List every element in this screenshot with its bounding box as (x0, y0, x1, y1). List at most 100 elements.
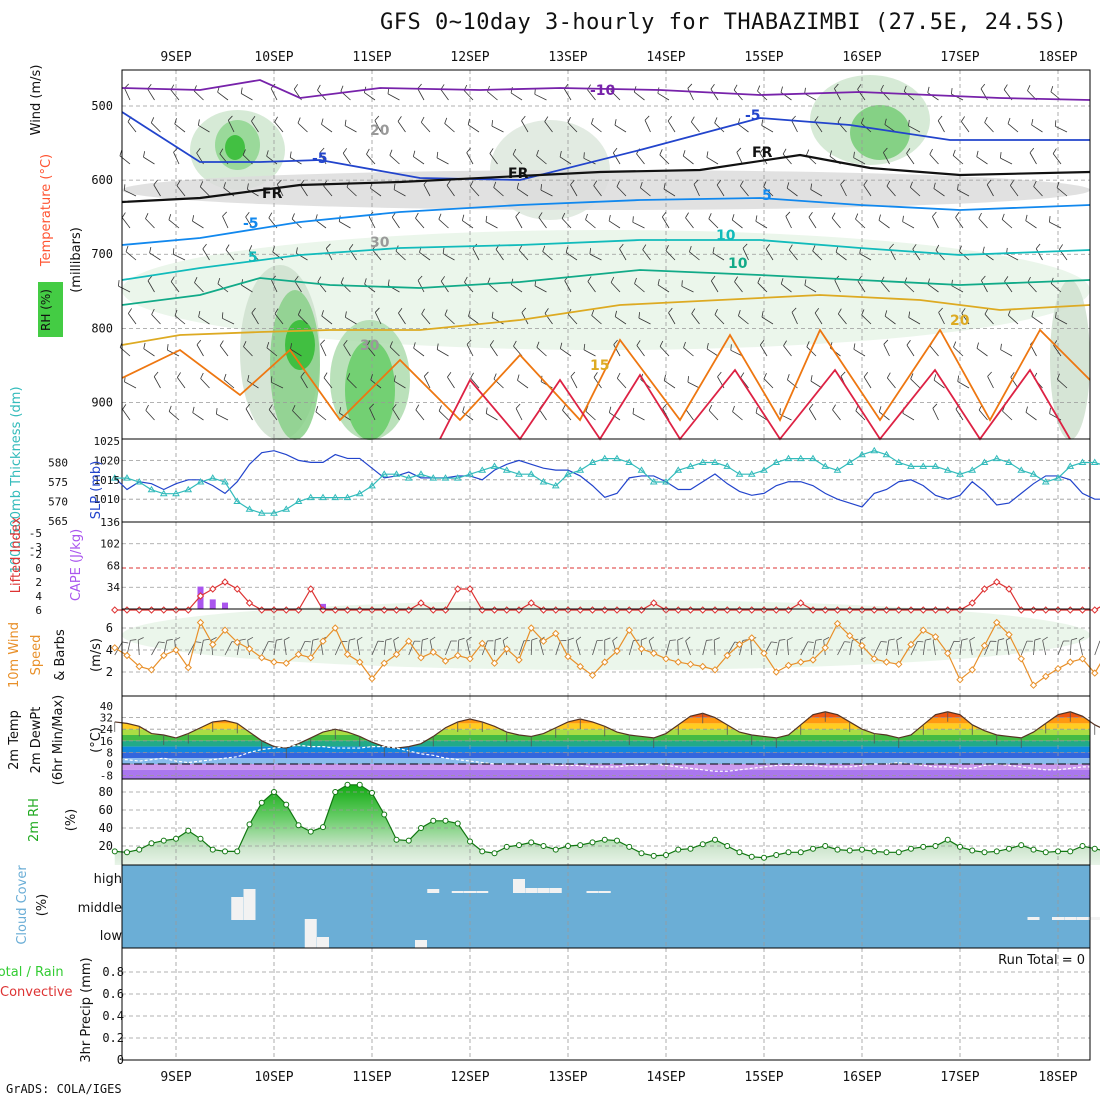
rh-point (761, 854, 767, 861)
wind-barb (1025, 220, 1037, 229)
wind-barb (661, 216, 670, 229)
rh-point (148, 840, 155, 847)
date-tick-label: 14SEP (646, 1070, 685, 1085)
pressure-tick-label: 600 (91, 173, 113, 187)
rh-point (626, 843, 633, 850)
wind-barb (628, 640, 634, 656)
wind-barb (706, 348, 719, 357)
thickness-tick-label: 575 (48, 476, 68, 489)
wind-barb-flag (857, 84, 862, 90)
wind-speed-point (993, 618, 1001, 627)
wind-barb (374, 120, 382, 133)
wind-barb-flag (634, 277, 637, 284)
wind-barb (170, 89, 180, 101)
wind-barb (121, 217, 131, 229)
wind-barb (638, 317, 651, 325)
wind-barb-flag (980, 83, 986, 89)
wind-speed-point (723, 651, 731, 660)
wind-barb (297, 122, 308, 133)
rh-tick-label: 20 (99, 839, 113, 853)
thickness-point (417, 470, 425, 477)
wind-barb (222, 317, 235, 325)
lifted-index-point (111, 606, 119, 614)
wind-barb (147, 88, 155, 101)
wind-barb-flag (248, 245, 253, 251)
wind-barb-flag (961, 308, 966, 314)
wind-barb (608, 220, 621, 229)
wind-barb-flag (1007, 309, 1011, 316)
wind-barb (389, 155, 400, 165)
temperature-band (122, 706, 1090, 712)
wind-barb-flag (422, 638, 429, 641)
thickness-point (355, 489, 364, 497)
wind-barb-flag (812, 245, 816, 252)
wind-barb (1006, 253, 1019, 261)
wind-barb-flag (785, 211, 791, 217)
contour-label: 5 (762, 188, 772, 204)
wind-barb (585, 219, 596, 229)
wind-barb (687, 88, 694, 101)
wind-barb-flag (339, 407, 342, 414)
wind-barb-flag (667, 115, 673, 122)
wind-barb-flag (467, 118, 470, 125)
wind-barb (732, 411, 743, 421)
wind-barb (371, 641, 379, 656)
wind-barb (489, 344, 498, 357)
wind-barbs-upper (118, 83, 1068, 421)
wind-barb (1053, 345, 1062, 357)
wind-barb (423, 376, 431, 389)
wind-barb-flag (808, 403, 814, 410)
lifted-index-point (1091, 606, 1099, 614)
wind-barb-flag (1055, 311, 1057, 318)
wind-barb (325, 248, 333, 261)
wind-barb (470, 186, 480, 197)
wind-speed-point (588, 671, 597, 680)
wind-barb-flag (369, 403, 374, 409)
wind-barb-flag (665, 245, 669, 251)
date-tick-label: 18SEP (1038, 1070, 1077, 1085)
wind-barb (420, 640, 423, 656)
wind-barb-flag (669, 639, 676, 641)
cape-tick-label: 34 (107, 581, 121, 594)
wind-barb-flag (896, 636, 903, 641)
temperature-contour (121, 153, 1091, 204)
wind-barb-flag (268, 212, 273, 219)
wind-barb-flag (902, 215, 904, 222)
wind-barb (177, 377, 186, 389)
wind-barb-flag (293, 84, 299, 90)
wind-barb-flag (515, 403, 521, 409)
precip-tick-label: 0.4 (102, 1009, 124, 1023)
wind-barb (570, 376, 578, 389)
wind-barb (534, 93, 547, 101)
thickness-point (613, 454, 621, 462)
wind-barb-flag (125, 245, 129, 252)
wind-barb (241, 284, 253, 293)
wind-barb-flag (610, 276, 615, 283)
wind-barb-flag (585, 213, 588, 220)
wind-barb (873, 641, 882, 656)
wind-barb (268, 409, 278, 421)
wind-barb-flag (1054, 120, 1057, 127)
wind-barb-flag (297, 309, 302, 315)
wind-barb (1031, 124, 1043, 133)
wind-barb-flag (513, 340, 517, 347)
wind-barb (223, 379, 235, 389)
date-axis-top: 9SEP 10SEP 11SEP 12SEP 13SEP 14SEP 15SEP 16SEP 1… (160, 50, 1077, 65)
wind-barb (245, 216, 253, 229)
wind-barb-flag (978, 212, 982, 219)
wind-speed-point (980, 641, 989, 650)
contour-label: -5 (312, 151, 328, 167)
wind-barb (219, 345, 229, 357)
wind-barb-flag (393, 636, 399, 641)
temperature-tick-label: 16 (100, 735, 113, 748)
wind-barb (685, 217, 694, 229)
wind-barb-flag (614, 310, 617, 317)
wind-barb (710, 280, 719, 293)
rh-axis-label: RH (%) (39, 289, 53, 331)
lifted-index-point (1005, 585, 1013, 593)
wind-barb-flag (158, 641, 165, 644)
wind-barb (761, 316, 774, 325)
wind-speed-point (405, 637, 413, 645)
rh-point (1006, 845, 1012, 852)
cloud-bar (598, 891, 611, 893)
